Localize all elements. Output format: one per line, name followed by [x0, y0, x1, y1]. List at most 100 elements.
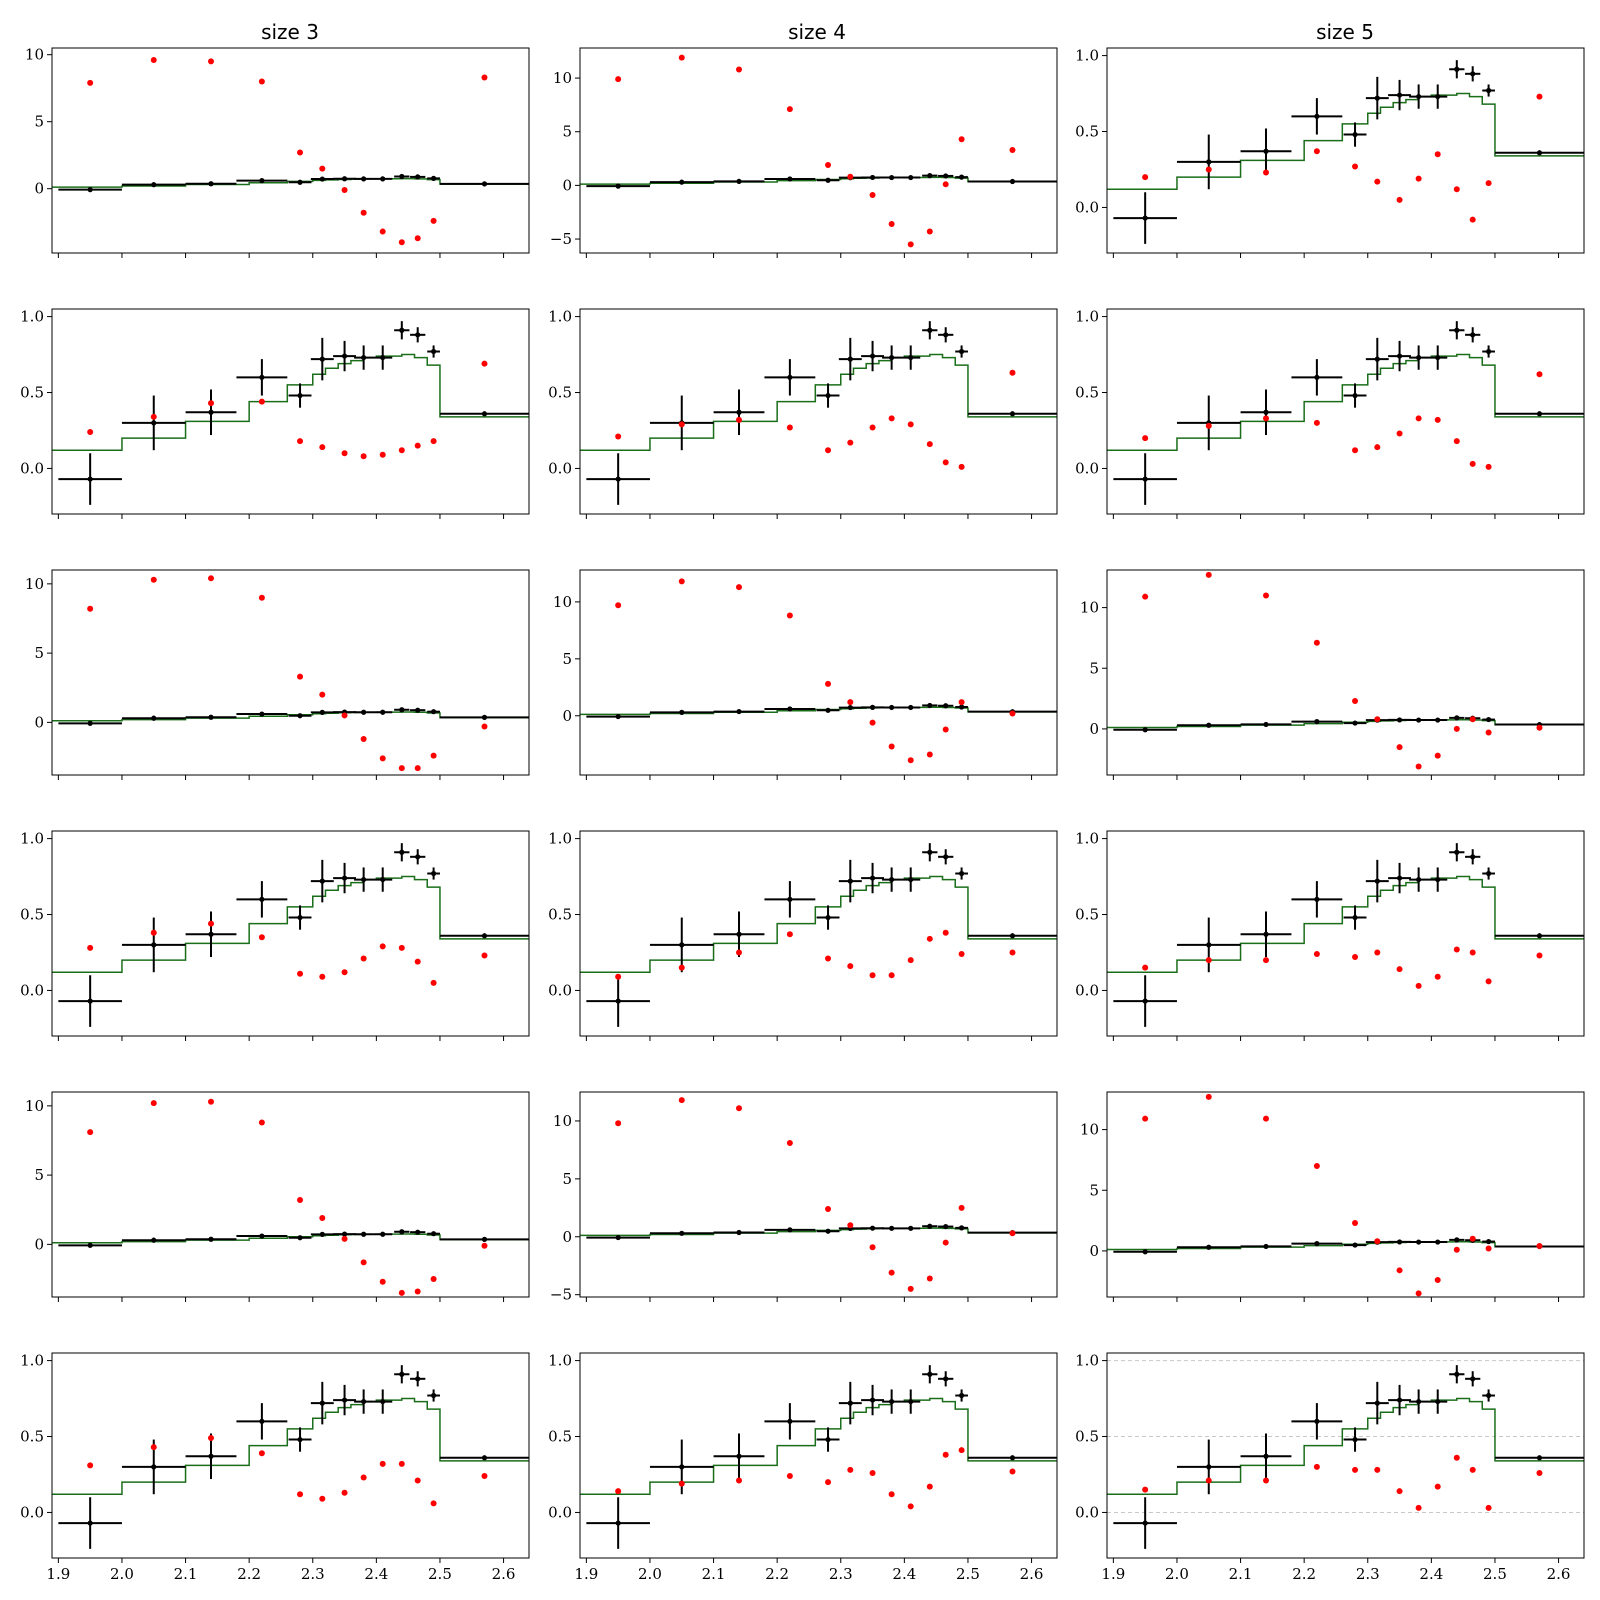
panel-r6-c2-red-point-0 [615, 1488, 622, 1495]
panel-r2-c2-measured-marker-7 [889, 354, 895, 361]
panel-r2-c3-red-point-2 [1263, 415, 1269, 422]
panel-r3-c3-measured-point-11 [1482, 716, 1495, 723]
panel-r2-c3-red-point-9 [1453, 438, 1460, 445]
panel-r4-c2-red-point-10 [942, 929, 949, 936]
panel-r4-c1-measured-point-9 [394, 843, 410, 862]
panel-r1-c1-measured-marker-6 [341, 176, 348, 182]
panel-r5-c1-red-point-0 [87, 1129, 94, 1136]
panel-r1-c1-red-point-9 [398, 239, 405, 246]
panel-r4-c3-measured-marker-0 [1142, 998, 1148, 1004]
panel-r4-c2-measured-point-6 [861, 862, 885, 894]
panel-r6-c2-measured-point-7 [882, 1389, 902, 1414]
panel-r4-c3-red-point-6 [1396, 966, 1403, 973]
panel-r3-c1-measured-point-9 [394, 707, 410, 713]
panel-r6-c3-measured-point-11 [1482, 1389, 1495, 1402]
panel-r5-c2-red-point-12 [1009, 1230, 1016, 1237]
panel-r2-c1-measured-point-1 [121, 395, 186, 451]
panel-r1-c3-model-step-line [1107, 92, 1584, 190]
panel-r4-c2-plot-area [580, 843, 1057, 1027]
panel-r5-c3-measured-marker-6 [1396, 1239, 1403, 1245]
panel-r6-c1-xtick-label-1: 2.0 [110, 1565, 134, 1583]
panel-r1-c2-red-point-5 [847, 173, 854, 180]
panel-r2-c1-measured-marker-4 [297, 392, 303, 399]
panel-r5-c2-measured-point-1 [649, 1230, 714, 1236]
panel-r1-c2-measured-point-10 [938, 173, 954, 179]
panel-r4-c1-red-point-9 [398, 944, 405, 951]
panel-r6-c2-red-point-12 [1009, 1468, 1016, 1475]
panel-r3-c3-measured-marker-7 [1416, 717, 1422, 723]
panel-r5-c2-measured-point-3 [764, 1227, 816, 1233]
panel-r5-c1-frame [51, 1091, 530, 1298]
column-title-size-5: size 5 [1316, 20, 1374, 44]
panel-r3-c2-red-point-12 [1009, 710, 1016, 717]
panel-r4-c1-measured-point-12 [439, 933, 529, 939]
panel-r6-c1-measured-marker-9 [399, 1371, 405, 1377]
panel-r3-c2-measured-marker-1 [679, 709, 685, 715]
panel-r6-c2-measured-point-2 [713, 1433, 765, 1480]
panel-r6-c1-xtick-label-4: 2.3 [301, 1565, 325, 1583]
panel-r5-c1-measured-marker-2 [208, 1236, 214, 1242]
panel-r5-c2-red-point-1 [678, 1097, 685, 1104]
panel-r4-c2-measured-marker-8 [908, 876, 914, 883]
panel-r5-c3-measured-point-2 [1240, 1243, 1292, 1250]
panel-r3-c1-red-point-3 [258, 594, 265, 601]
panel-r2-c2-measured-point-3 [764, 359, 816, 396]
panel-r1-c2-measured-point-0 [586, 183, 650, 189]
panel-r1-c2-measured-point-4 [816, 177, 840, 183]
panel-r1-c2-red-point-12 [1009, 146, 1016, 153]
panel-r3-c1-measured-marker-11 [431, 709, 437, 715]
panel-r3-c1-measured-point-3 [236, 711, 288, 717]
panel-r4-c2-measured-point-8 [901, 867, 921, 892]
panel-r4-c1-plot-area [52, 843, 529, 1027]
panel-r4-c2-ytick-label-1: 0.5 [548, 906, 572, 924]
panel-r2-c2-measured-marker-5 [847, 356, 853, 362]
panel-r2-c2-measured-point-9 [922, 321, 938, 340]
panel-r5-c3-measured-marker-7 [1416, 1239, 1422, 1245]
panel-r2-c2-measured-point-4 [816, 383, 840, 408]
panel-r2-c3-measured-marker-12 [1536, 411, 1543, 417]
panel-r3-c3-measured-point-3 [1291, 719, 1343, 725]
panel-r2-c2-measured-point-0 [586, 453, 650, 505]
panel-r6-c2-red-point-10 [942, 1451, 949, 1458]
panel-r4-c1-measured-marker-2 [208, 931, 214, 937]
panel-r6-c2-measured-point-4 [816, 1427, 840, 1452]
panel-r5-c1-measured-point-8 [373, 1231, 393, 1237]
panel-r1-c1-measured-marker-1 [151, 182, 157, 188]
panel-r4-c2-red-point-2 [736, 949, 742, 956]
panel-r1-c3-red-point-3 [1313, 148, 1320, 155]
panel-r6-c2-measured-point-6 [861, 1384, 885, 1416]
panel-r6-c2-red-point-7 [888, 1491, 895, 1498]
panel-r1-c3-measured-point-6 [1388, 79, 1412, 111]
panel-r6-c2-measured-marker-8 [908, 1398, 914, 1405]
panel-r4-c3-red-point-2 [1263, 957, 1269, 964]
panel-r1-c1-measured-marker-9 [399, 173, 405, 180]
panel-r1-c2-measured-marker-8 [908, 174, 914, 181]
column-title-size-4: size 4 [788, 20, 846, 44]
panel-r6-c3-measured-marker-4 [1352, 1436, 1358, 1443]
panel-r3-c2-measured-marker-6 [869, 704, 876, 710]
panel-r6-c2-measured-marker-6 [869, 1397, 876, 1403]
panel-r6-c2-measured-marker-5 [847, 1400, 853, 1406]
panel-r1-c3-measured-point-8 [1428, 84, 1448, 109]
panel-r5-c3-frame [1106, 1091, 1585, 1298]
panel-r5-c2-red-point-8 [907, 1285, 914, 1292]
panel-r6-c2-measured-marker-9 [927, 1371, 933, 1377]
panel-r4-c1-measured-marker-0 [87, 998, 93, 1004]
panel-r1-c1-red-point-7 [360, 209, 367, 216]
panel-r6-c1-red-point-1 [150, 1444, 157, 1451]
panel-r3-c3-ytick-label-2: 10 [1080, 599, 1099, 617]
panel-r4-c3-red-point-7 [1415, 982, 1422, 989]
panel-r3-c3-background [1107, 570, 1584, 775]
panel-r1-c1-red-point-4 [297, 149, 304, 156]
panel-r6-c1-measured-marker-2 [208, 1453, 214, 1459]
panel-r1-c2-measured-marker-0 [615, 183, 621, 189]
panel-r6-c1-measured-point-3 [236, 1403, 288, 1440]
panel-r1-c3-red-point-1 [1205, 166, 1212, 173]
panel-r5-c1-measured-point-0 [58, 1242, 122, 1248]
panel-r4-c1-measured-point-10 [410, 849, 426, 865]
panel-r5-c3-red-point-9 [1453, 1246, 1460, 1253]
panel-r6-c1-measured-point-7 [354, 1389, 374, 1414]
panel-r6-c2-measured-marker-12 [1009, 1455, 1016, 1461]
panel-r6-c3-xtick-label-1: 2.0 [1165, 1565, 1189, 1583]
panel-r6-c3-frame [1106, 1352, 1585, 1559]
